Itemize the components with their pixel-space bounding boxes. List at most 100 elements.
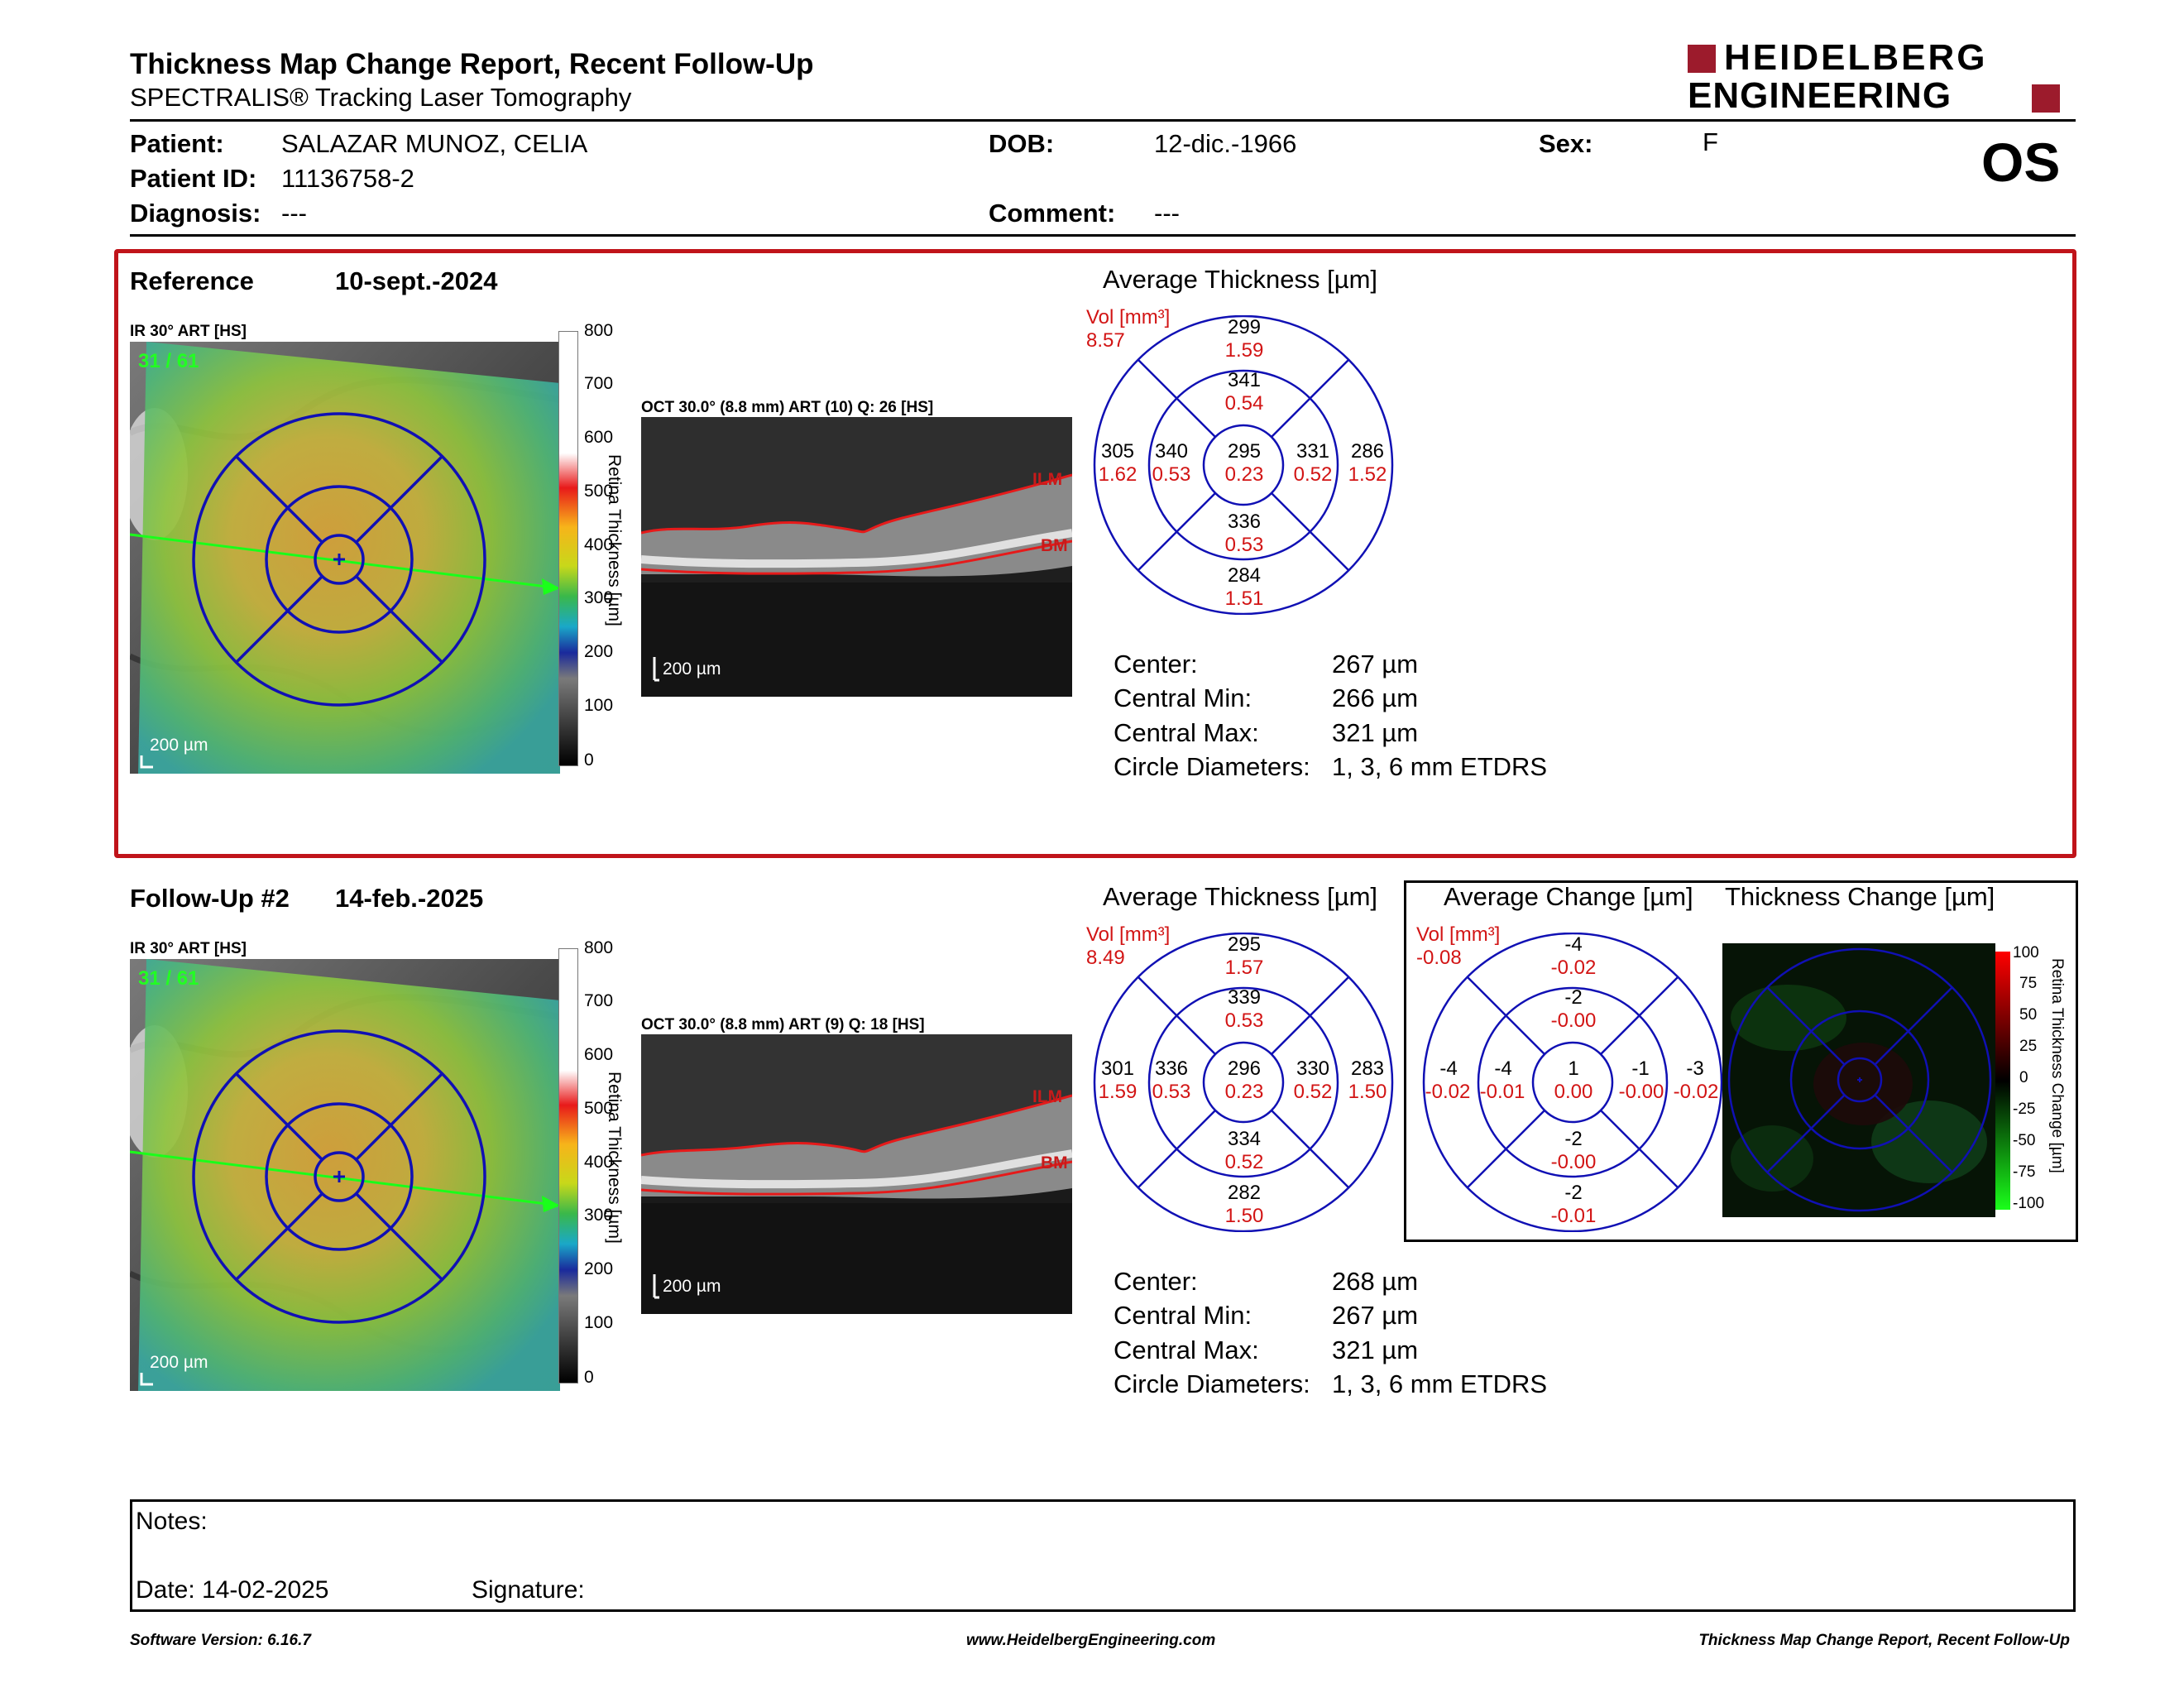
ref-ir-slice-index: 31 / 61 bbox=[138, 350, 199, 372]
change-vol-label: Vol [mm³] bbox=[1416, 923, 1501, 946]
fu-stat-center-value: 268 µm bbox=[1332, 1267, 1419, 1296]
eye-laterality: OS bbox=[1981, 132, 2061, 193]
ref-ir-scale-bar: 200 µm bbox=[150, 736, 208, 755]
notes-box[interactable] bbox=[130, 1499, 2076, 1612]
chg-scale-tick-neg50: -50 bbox=[2013, 1132, 2036, 1149]
footer-website: www.HeidelbergEngineering.com bbox=[966, 1632, 1216, 1649]
fu-oct-bm-label: BM bbox=[1041, 1153, 1068, 1172]
avg-change-title: Average Change [µm] bbox=[1444, 882, 1693, 911]
chg-outer-left-vol: -0.02 bbox=[1425, 1081, 1471, 1103]
chg-scale-tick-75: 75 bbox=[2019, 975, 2038, 992]
chg-scale-tick-neg100: -100 bbox=[2013, 1195, 2045, 1212]
ref-outer-left: 305 bbox=[1100, 440, 1135, 463]
fu-vol-value: 8.49 bbox=[1086, 947, 1125, 969]
logo-square-top bbox=[1688, 45, 1716, 73]
chg-outer-left: -4 bbox=[1439, 1057, 1458, 1080]
fu-scale-tick-500: 500 bbox=[584, 1099, 614, 1118]
ref-outer-bottom-vol: 1.51 bbox=[1224, 587, 1264, 610]
patient-divider bbox=[130, 234, 2076, 237]
chg-inner-left-vol: -0.01 bbox=[1479, 1081, 1525, 1103]
logo-line2: ENGINEERING bbox=[1688, 75, 1952, 116]
followup-date: 14-feb.-2025 bbox=[335, 884, 484, 913]
ref-inner-left-vol: 0.53 bbox=[1152, 463, 1191, 486]
fu-outer-left: 301 bbox=[1100, 1057, 1135, 1080]
fu-inner-left-vol: 0.53 bbox=[1152, 1081, 1191, 1103]
ref-scan-line bbox=[129, 533, 561, 590]
ref-stat-max-label: Central Max: bbox=[1114, 718, 1259, 747]
fu-scale-tick-100: 100 bbox=[584, 1313, 614, 1332]
patient-label: Patient: bbox=[130, 129, 224, 158]
logo-line1: HEIDELBERG bbox=[1724, 37, 1988, 78]
ref-ir-thickness-map: 31 / 61 200 µm bbox=[122, 342, 562, 774]
fu-stat-max-label: Central Max: bbox=[1114, 1336, 1259, 1364]
ref-scale-tick-300: 300 bbox=[584, 588, 614, 607]
reference-date: 10-sept.-2024 bbox=[335, 266, 498, 295]
sex-label: Sex: bbox=[1539, 129, 1593, 158]
comment-value: --- bbox=[1154, 199, 1180, 228]
fu-inner-left: 336 bbox=[1154, 1057, 1189, 1080]
fu-scale-tick-600: 600 bbox=[584, 1045, 614, 1064]
fu-scale-tick-200: 200 bbox=[584, 1259, 614, 1278]
fu-stat-min-label: Central Min: bbox=[1114, 1301, 1252, 1330]
ref-stat-center-value: 267 µm bbox=[1332, 650, 1419, 679]
ref-inner-left: 340 bbox=[1154, 440, 1189, 463]
ref-scale-tick-200: 200 bbox=[584, 642, 614, 661]
fu-outer-right-vol: 1.50 bbox=[1348, 1081, 1387, 1103]
ref-outer-bottom: 284 bbox=[1227, 564, 1262, 587]
ref-outer-top: 299 bbox=[1227, 316, 1262, 338]
ref-outer-right: 286 bbox=[1350, 440, 1385, 463]
ref-stat-min-label: Central Min: bbox=[1114, 683, 1252, 712]
ref-inner-right: 331 bbox=[1296, 440, 1330, 463]
notes-date: Date: 14-02-2025 bbox=[136, 1576, 329, 1604]
fu-inner-bottom-vol: 0.52 bbox=[1224, 1151, 1264, 1173]
ref-scale-tick-400: 400 bbox=[584, 535, 614, 554]
fu-oct-bscan: ILM BM 200 µm bbox=[640, 1034, 1073, 1314]
ref-stat-diam-value: 1, 3, 6 mm ETDRS bbox=[1332, 752, 1548, 781]
ref-oct-bm-label: BM bbox=[1041, 536, 1068, 555]
fu-ir-thickness-map: 31 / 61 200 µm bbox=[122, 959, 562, 1391]
chg-scale-tick-25: 25 bbox=[2019, 1038, 2038, 1055]
ref-ir-caption: IR 30° ART [HS] bbox=[130, 323, 247, 340]
ref-outer-top-vol: 1.59 bbox=[1224, 339, 1264, 362]
chg-inner-top-vol: -0.00 bbox=[1550, 1009, 1597, 1032]
ref-oct-ilm-label: ILM bbox=[1032, 470, 1063, 489]
change-panel bbox=[1404, 880, 2078, 1242]
fu-outer-bottom: 282 bbox=[1227, 1182, 1262, 1204]
patient-name: SALAZAR MUNOZ, CELIA bbox=[281, 129, 588, 158]
chg-outer-right-vol: -0.02 bbox=[1673, 1081, 1719, 1103]
dob-label: DOB: bbox=[989, 129, 1055, 158]
fu-vol-label: Vol [mm³] bbox=[1086, 923, 1171, 946]
ref-center: 295 bbox=[1227, 440, 1262, 463]
chg-inner-right: -1 bbox=[1631, 1057, 1650, 1080]
chg-outer-top-vol: -0.02 bbox=[1550, 957, 1597, 979]
chg-scale-tick-50: 50 bbox=[2019, 1006, 2038, 1024]
ref-center-vol: 0.23 bbox=[1224, 463, 1264, 486]
ref-scale-tick-600: 600 bbox=[584, 428, 614, 447]
chg-scale-tick-neg75: -75 bbox=[2013, 1163, 2036, 1181]
ref-inner-right-vol: 0.52 bbox=[1293, 463, 1333, 486]
ref-scale-tick-0: 0 bbox=[584, 750, 594, 770]
ref-avg-thickness-title: Average Thickness [µm] bbox=[1103, 265, 1378, 294]
chg-outer-bottom: -2 bbox=[1564, 1182, 1583, 1204]
thickness-change-title: Thickness Change [µm] bbox=[1725, 882, 1995, 911]
change-vol-value: -0.08 bbox=[1416, 947, 1462, 969]
fu-inner-bottom: 334 bbox=[1227, 1128, 1262, 1150]
signature-label: Signature: bbox=[472, 1576, 585, 1604]
fu-outer-left-vol: 1.59 bbox=[1098, 1081, 1138, 1103]
fu-stat-max-value: 321 µm bbox=[1332, 1336, 1419, 1364]
chg-inner-right-vol: -0.00 bbox=[1618, 1081, 1664, 1103]
ref-scale-tick-100: 100 bbox=[584, 696, 614, 715]
change-etdrs-grid bbox=[1420, 932, 1726, 1233]
ref-vol-value: 8.57 bbox=[1086, 329, 1125, 352]
ref-scale-tick-700: 700 bbox=[584, 374, 614, 393]
chg-inner-bottom-vol: -0.00 bbox=[1550, 1151, 1597, 1173]
fu-oct-caption: OCT 30.0° (8.8 mm) ART (9) Q: 18 [HS] bbox=[641, 1016, 925, 1033]
fu-scale-title: Retina Thickness [µm] bbox=[605, 1072, 624, 1244]
reference-label: Reference bbox=[130, 266, 254, 295]
fu-ir-slice-index: 31 / 61 bbox=[138, 967, 199, 990]
fu-scale-tick-800: 800 bbox=[584, 938, 614, 957]
notes-label: Notes: bbox=[136, 1508, 208, 1535]
fu-ir-caption: IR 30° ART [HS] bbox=[130, 940, 247, 957]
comment-label: Comment: bbox=[989, 199, 1116, 228]
chg-scale-tick-100: 100 bbox=[2013, 944, 2039, 961]
